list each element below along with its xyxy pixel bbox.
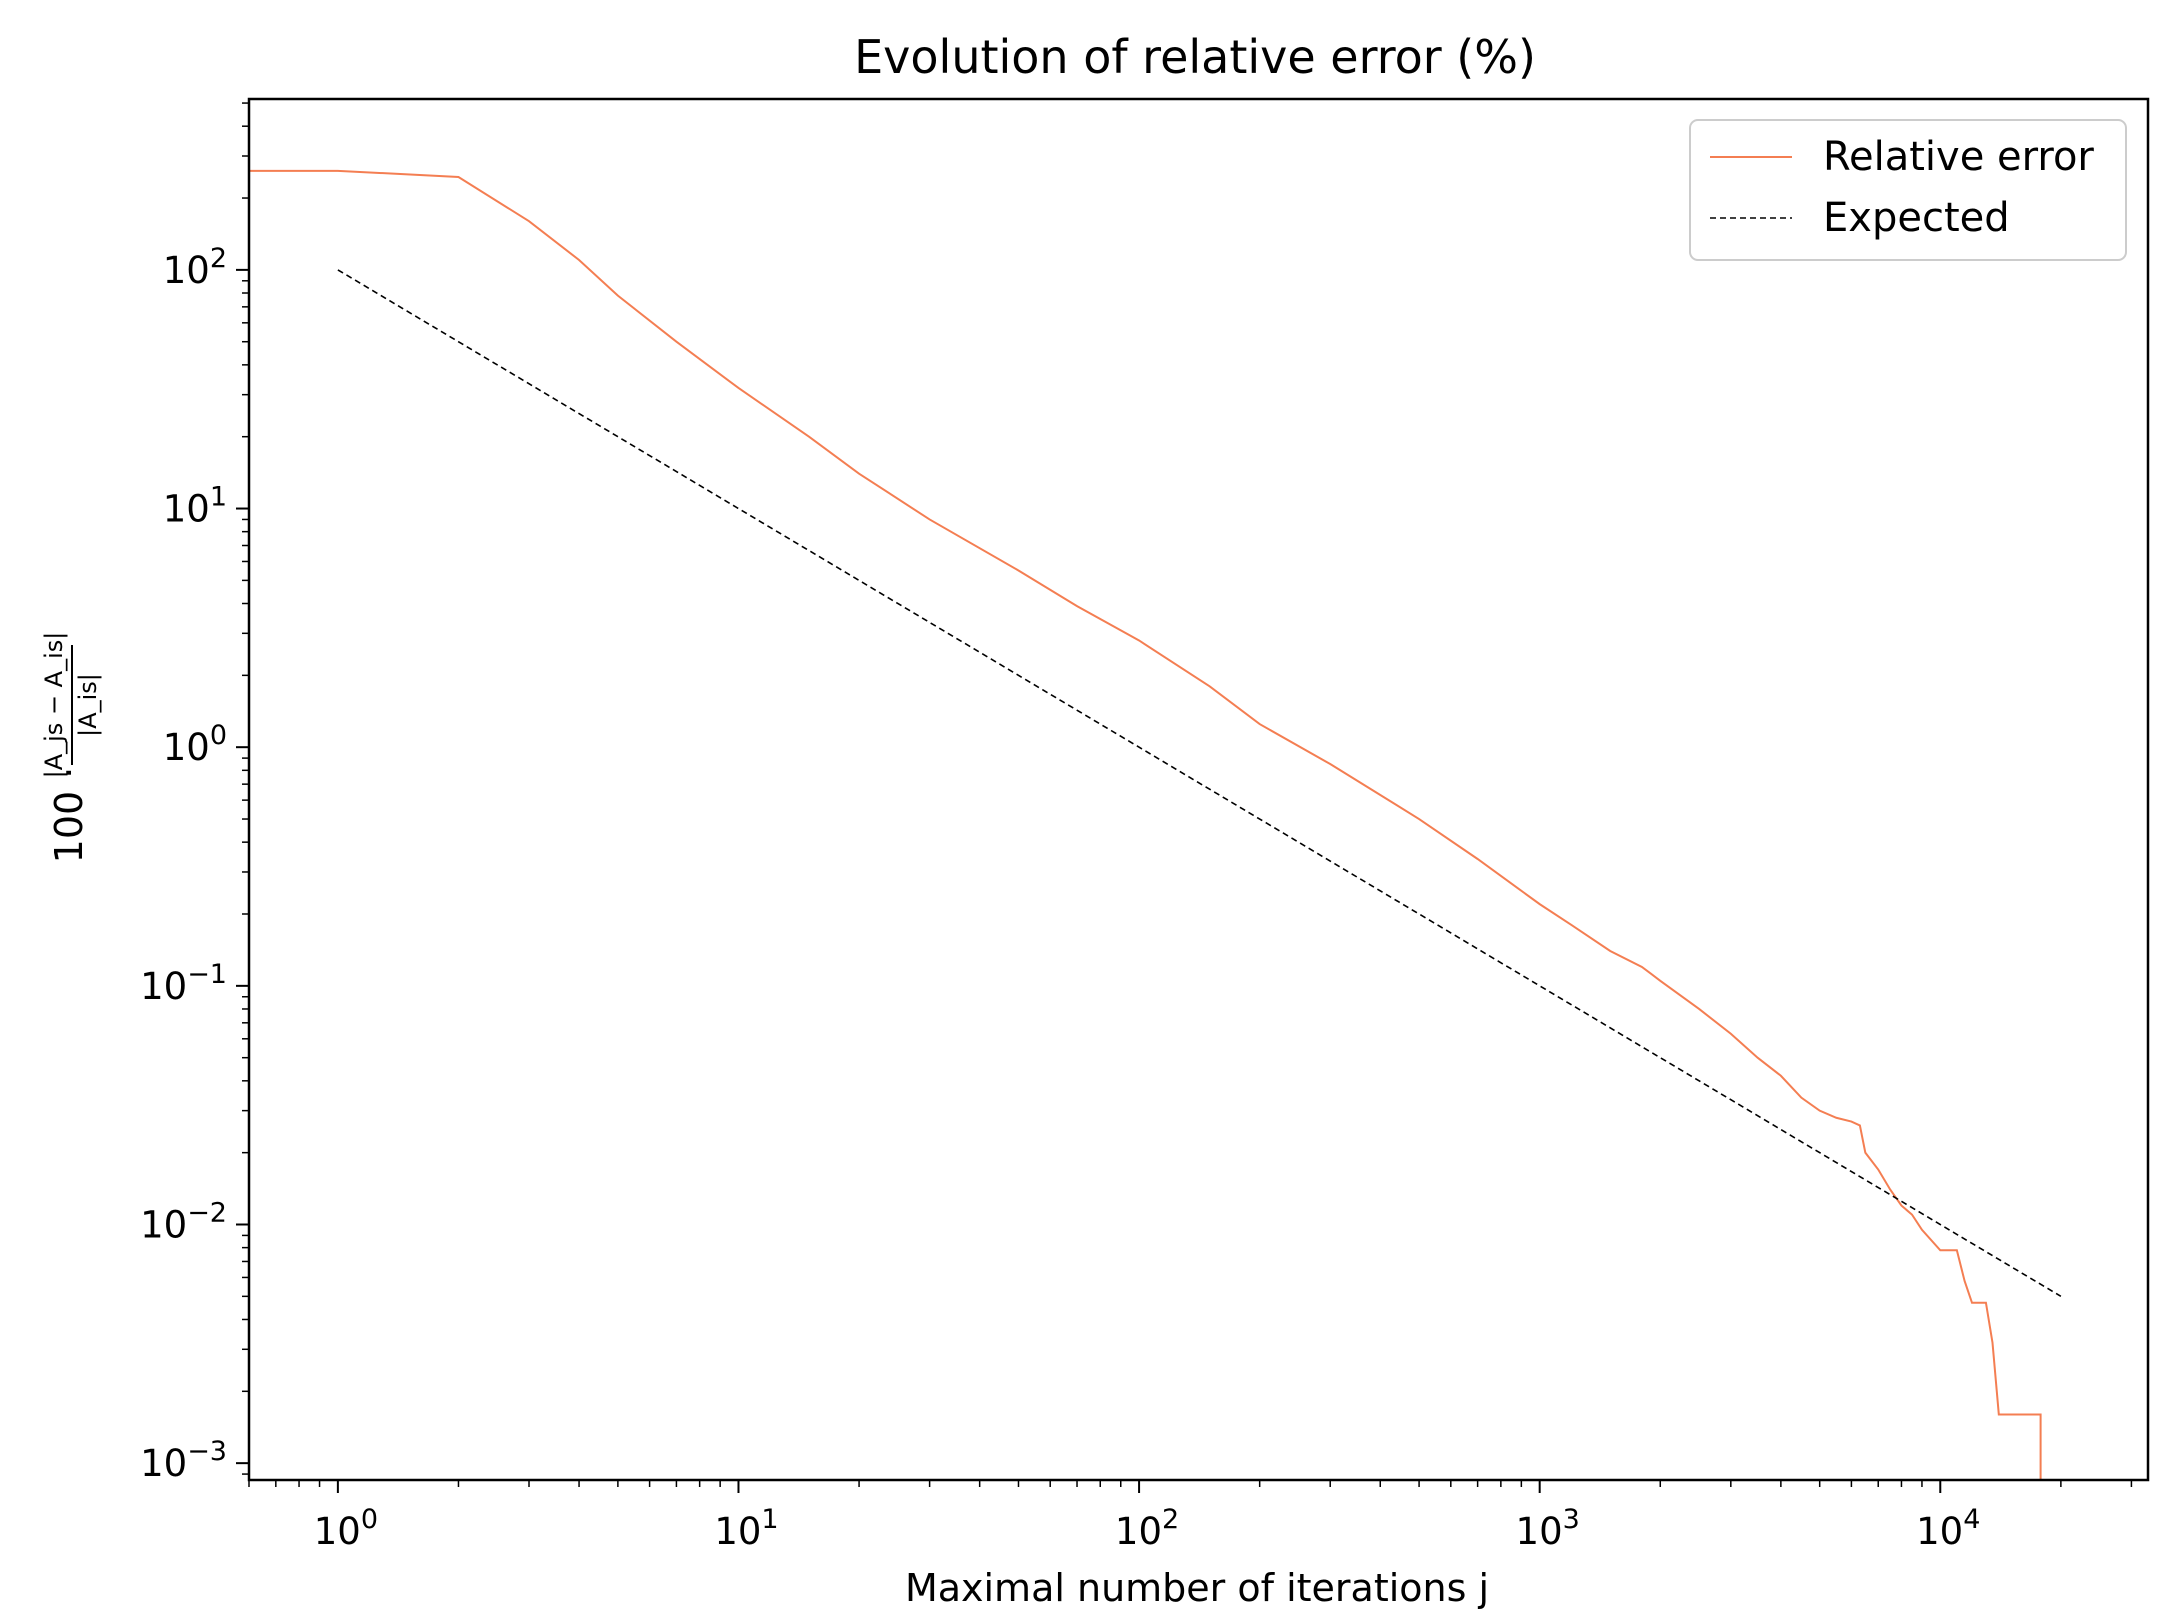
x-axis-ticks: 100 101 102 103 104: [248, 1480, 2133, 1553]
x-tick-label: 104: [1916, 1504, 1980, 1553]
y-tick-label: 10−1: [140, 959, 227, 1008]
y-tick-label: 10−2: [140, 1198, 227, 1247]
x-tick-label: 102: [1115, 1504, 1179, 1553]
y-axis-label: 100 · |A_js − A_is| |A_is|: [40, 632, 102, 864]
y-axis-label-denominator: |A_is|: [74, 673, 102, 737]
legend: Relative error Expected: [1689, 119, 2127, 261]
y-tick-label: 100: [163, 720, 227, 769]
y-axis-ticks: 10−3 10−2 10−1 100 101 102: [140, 102, 249, 1485]
y-tick-label: 101: [163, 482, 227, 531]
legend-box: [1689, 119, 2127, 261]
legend-label-expected: Expected: [1823, 195, 2010, 241]
x-axis-label: Maximal number of iterations j: [905, 1566, 1489, 1610]
legend-label-relative-error: Relative error: [1823, 134, 2094, 180]
y-axis-label-numerator: |A_js − A_is|: [40, 632, 68, 779]
y-axis-label-prefix: 100 ·: [47, 767, 91, 864]
x-tick-label: 101: [714, 1504, 778, 1553]
series-line-relative-error: [249, 169, 2042, 1480]
x-tick-label: 103: [1516, 1504, 1580, 1553]
series-line-expected: [337, 269, 2062, 1298]
y-tick-label: 10−3: [140, 1436, 227, 1485]
y-tick-label: 102: [163, 243, 227, 292]
plot-frame: [247, 97, 2150, 1482]
x-tick-label: 100: [314, 1504, 378, 1553]
series-layer: [249, 169, 2062, 1480]
chart-title: Evolution of relative error (%): [854, 30, 1536, 84]
